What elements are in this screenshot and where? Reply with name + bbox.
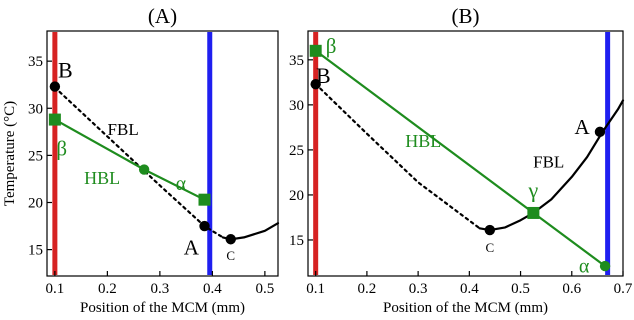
x-tick-label: 0.1: [306, 281, 325, 297]
y-tick-label: 30: [289, 98, 304, 114]
x-tick-label: 0.2: [358, 281, 377, 297]
axes-frame: [307, 30, 624, 277]
series-line-2: [478, 99, 625, 232]
x-tick-label: 0.7: [614, 281, 633, 297]
y-tick-label: 25: [289, 143, 304, 159]
annotation-label: β: [56, 136, 67, 160]
x-tick-label: 0.6: [562, 281, 581, 297]
square-point-4: [309, 44, 322, 57]
annotation-label: C: [485, 240, 494, 255]
circle-point-1: [49, 81, 61, 92]
y-tick-label: 20: [28, 196, 43, 212]
annotation-label: A: [184, 235, 200, 259]
annotation-label: HBL: [405, 131, 441, 151]
x-axis-label: Position of the MCM (mm): [80, 300, 245, 316]
panel-label: (A): [148, 4, 177, 28]
series-line-1: [53, 86, 224, 239]
y-tick-label: 35: [289, 53, 304, 69]
annotation-label: FBL: [108, 120, 139, 139]
x-tick-label: 0.2: [98, 281, 117, 297]
y-tick-label: 20: [289, 188, 304, 204]
annotation-label: α: [579, 255, 590, 277]
square-point-5: [527, 206, 540, 219]
square-point-6: [198, 193, 211, 206]
x-tick-label: 0.5: [256, 281, 275, 297]
panel-label: (B): [452, 4, 480, 28]
y-tick-label: 15: [289, 233, 304, 249]
x-tick-label: 0.1: [46, 281, 65, 297]
annotation-label: B: [316, 63, 331, 88]
y-tick-label: 30: [28, 101, 43, 117]
annotation-label: α: [176, 173, 187, 195]
circle-point-6: [599, 260, 611, 272]
circle-point-2: [484, 224, 496, 236]
x-tick-label: 0.4: [460, 281, 479, 297]
x-axis-label: Position of the MCM (mm): [383, 300, 548, 316]
chart-panel-1: (A) B FBL β HBL α A C 0.1 0.2 0.3 0.4 0.5 15 20 25 30 35 P…: [2, 4, 280, 316]
x-tick-label: 0.5: [511, 281, 530, 297]
annotation-label: γ: [527, 177, 538, 202]
annotation-label: B: [58, 58, 73, 83]
axes-frame: [46, 30, 279, 277]
square-point-4: [48, 113, 61, 126]
annotation-label: β: [326, 34, 337, 58]
circle-point-5: [138, 164, 150, 175]
annotation-label: C: [226, 248, 235, 263]
circle-point-2: [199, 220, 210, 232]
circle-point-3: [225, 234, 236, 245]
x-tick-label: 0.3: [409, 281, 428, 297]
annotation-label: A: [574, 115, 590, 139]
x-tick-label: 0.4: [203, 281, 222, 297]
y-tick-label: 15: [28, 243, 43, 259]
annotation-label: FBL: [533, 152, 564, 171]
series-line-1: [314, 82, 481, 230]
circle-point-1: [310, 78, 321, 90]
x-tick-label: 0.3: [151, 281, 170, 297]
y-tick-label: 35: [28, 54, 43, 70]
chart-panel-2: (B) βB HBL A FBL γ Cα 0.1 0.2 0.3 0.4 0.5 0.6 0.7 15 20…: [289, 4, 633, 316]
y-tick-label: 25: [28, 148, 43, 164]
circle-point-3: [594, 126, 606, 138]
annotation-label: HBL: [84, 168, 120, 188]
y-axis-label: Temperature (°C): [2, 101, 18, 206]
